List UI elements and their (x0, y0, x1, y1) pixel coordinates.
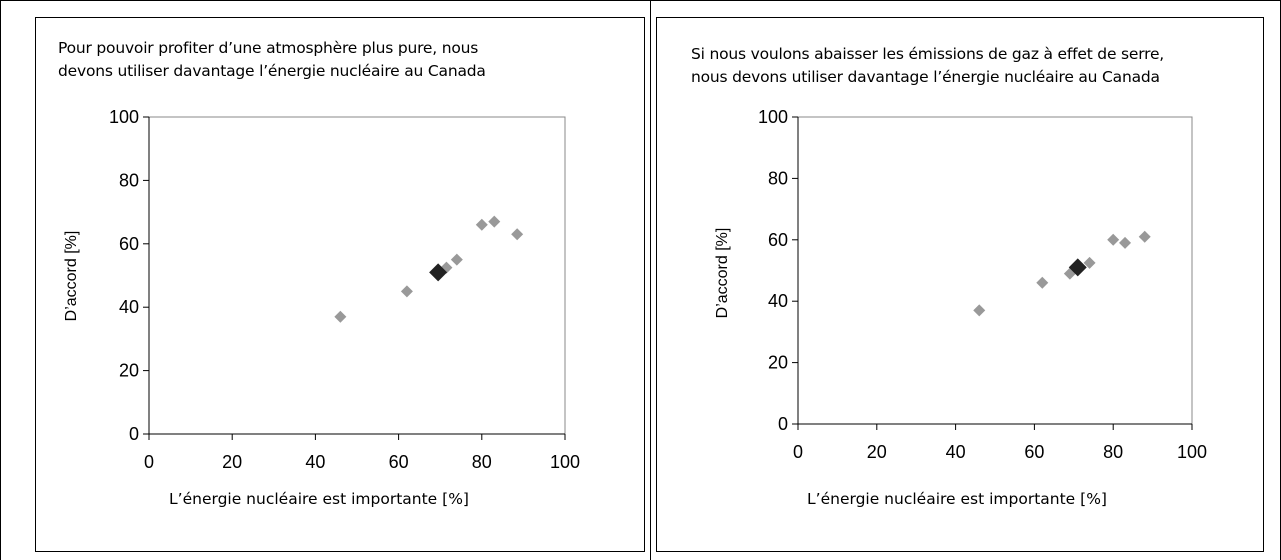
x-tick-label: 80 (472, 452, 492, 472)
data-point (334, 310, 347, 323)
data-point (440, 261, 453, 274)
x-tick-label: 100 (550, 452, 580, 472)
data-point (1138, 230, 1151, 243)
y-tick-label: 60 (768, 230, 788, 250)
chart-title-right: Si nous voulons abaisser les émissions d… (691, 45, 1165, 86)
chart-panel-left: Pour pouvoir profiter d’une atmosphère p… (35, 17, 645, 552)
data-point (488, 215, 501, 228)
y-tick-label: 100 (109, 107, 139, 127)
x-tick-label: 80 (1103, 442, 1123, 462)
y-axis-label: D’accord [%] (714, 228, 731, 319)
frame-divider (650, 0, 651, 560)
y-tick-label: 0 (778, 414, 788, 434)
x-tick-label: 60 (1024, 442, 1044, 462)
y-tick-label: 0 (129, 424, 139, 444)
y-tick-label: 20 (768, 353, 788, 373)
data-point (450, 253, 463, 266)
y-axis-label: D’accord [%] (63, 231, 80, 322)
y-tick-label: 40 (768, 291, 788, 311)
x-tick-label: 60 (389, 452, 409, 472)
scatter-chart-left: 0 20 40 60 80 100 0 20 40 60 80 100 L’énergie nucléa… (63, 107, 580, 508)
chart-title-left: Pour pouvoir profiter d’une atmosphère p… (58, 39, 486, 80)
x-tick-label: 20 (222, 452, 242, 472)
data-point (1083, 256, 1096, 269)
plot-area (148, 116, 566, 435)
plot-area (797, 116, 1193, 425)
y-tick-label: 20 (119, 361, 139, 381)
x-axis-label: L’énergie nucléaire est importante [%] (169, 490, 469, 508)
data-point (511, 228, 524, 241)
chart-panel-right: Si nous voulons abaisser les émissions d… (656, 17, 1264, 552)
data-point (400, 285, 413, 298)
x-tick-label: 0 (144, 452, 154, 472)
data-point-highlight (429, 263, 448, 282)
data-point (1119, 236, 1132, 249)
x-tick-label: 0 (793, 442, 803, 462)
x-tick-label: 40 (305, 452, 325, 472)
x-axis-label: L’énergie nucléaire est importante [%] (807, 490, 1107, 508)
x-tick-label: 100 (1177, 442, 1207, 462)
y-tick-label: 40 (119, 297, 139, 317)
x-tick-label: 40 (946, 442, 966, 462)
scatter-chart-right: 0 20 40 60 80 100 0 20 40 60 80 100 L’énergie nucléa… (714, 107, 1207, 508)
data-point (1036, 276, 1049, 289)
outer-frame-left (0, 0, 1, 560)
x-tick-label: 20 (867, 442, 887, 462)
outer-frame-top (0, 0, 1281, 1)
data-point (973, 304, 986, 317)
data-point-highlight (1068, 258, 1087, 277)
y-tick-label: 80 (119, 170, 139, 190)
y-tick-label: 80 (768, 168, 788, 188)
y-tick-label: 60 (119, 234, 139, 254)
y-tick-label: 100 (758, 107, 788, 127)
data-point (475, 218, 488, 231)
data-point (1107, 233, 1120, 246)
